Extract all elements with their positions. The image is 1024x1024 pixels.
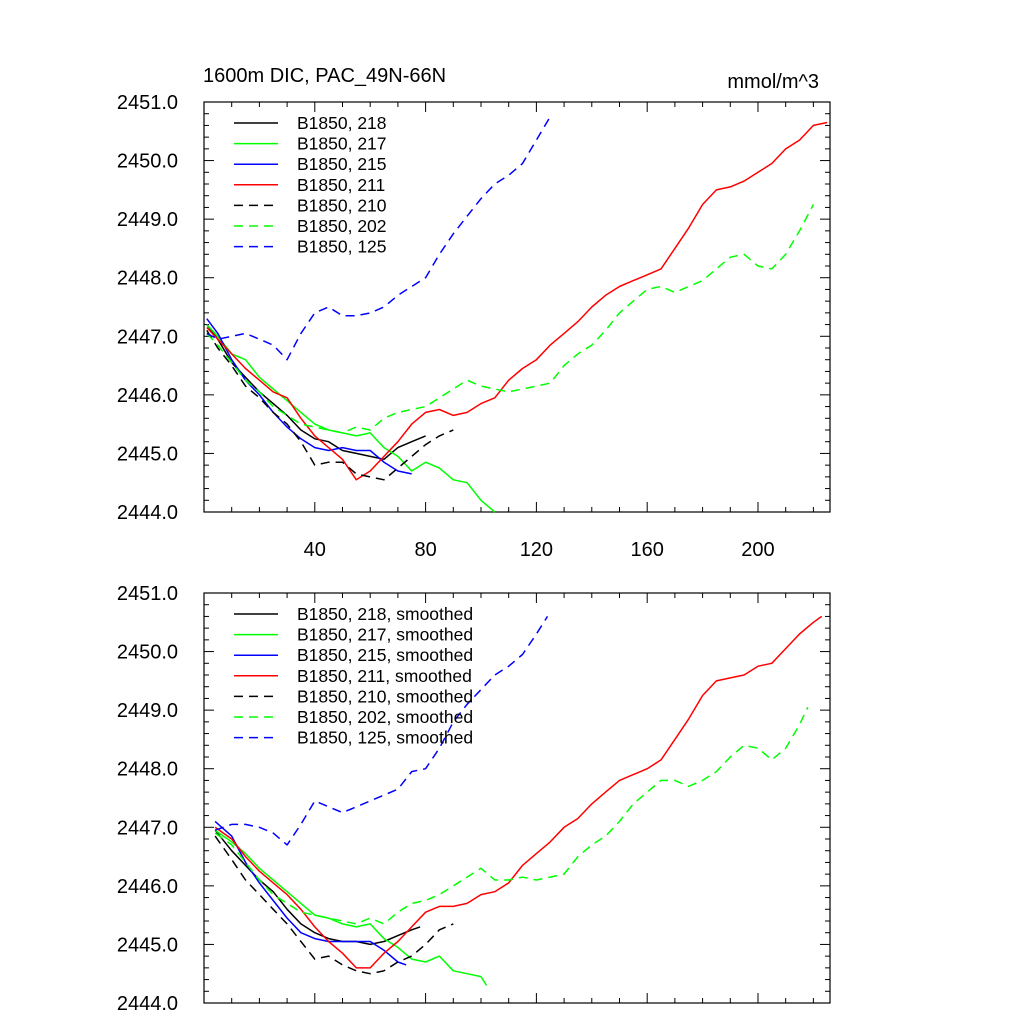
plot-frame [203, 101, 831, 513]
y-tick-label: 2445.0 [117, 934, 178, 956]
y-tick-label: 2446.0 [117, 876, 178, 898]
y-tick-label: 2448.0 [117, 268, 178, 290]
series-line [206, 324, 496, 513]
series-line [214, 829, 488, 986]
x-tick-label: 200 [741, 539, 774, 561]
legend-entry: B1850, 217, smoothed [297, 625, 473, 645]
legend-entry: B1850, 210, smoothed [297, 686, 473, 706]
x-tick-label: 40 [304, 539, 326, 561]
y-tick-label: 2450.0 [117, 642, 178, 664]
y-tick-label: 2444.0 [117, 502, 178, 524]
legend-entry: B1850, 211 [297, 175, 385, 195]
y-tick-label: 2447.0 [117, 817, 178, 839]
legend-entry: B1850, 125, smoothed [297, 728, 473, 748]
y-tick-label: 2449.0 [117, 209, 178, 231]
series-line [206, 121, 828, 481]
y-tick-label: 2446.0 [117, 385, 178, 407]
x-tick-label: 120 [520, 539, 553, 561]
y-tick-label: 2449.0 [117, 700, 178, 722]
bottom-panel: 2444.0 2445.0 2446.0 2447.0 2448.0 2449.0 2450… [117, 583, 831, 1015]
legend-entry: B1850, 218 [297, 113, 387, 133]
series-line [214, 615, 823, 969]
x-tick-label: 80 [414, 539, 436, 561]
legend-entry: B1850, 210 [297, 195, 387, 215]
top-panel: 2444.0 2445.0 2446.0 2447.0 2448.0 2449.0 2450… [117, 92, 831, 561]
legend-entry: B1850, 218, smoothed [297, 604, 473, 624]
y-tick-label: 2451.0 [117, 583, 178, 605]
series-line [206, 330, 454, 481]
series-line [206, 116, 551, 361]
legend-entry: B1850, 211, smoothed [297, 666, 472, 686]
legend-entry: B1850, 217 [297, 134, 387, 154]
units-label: mmol/m^3 [727, 71, 819, 93]
y-tick-label: 2451.0 [117, 92, 178, 114]
y-tick-label: 2447.0 [117, 326, 178, 348]
legend-entry: B1850, 202 [297, 216, 387, 236]
y-tick-label: 2448.0 [117, 759, 178, 781]
legend-entry: B1850, 215, smoothed [297, 645, 473, 665]
y-tick-label: 2444.0 [117, 993, 178, 1015]
y-tick-label: 2450.0 [117, 151, 178, 173]
legend-entry: B1850, 202, smoothed [297, 707, 473, 727]
y-tick-label: 2445.0 [117, 443, 178, 465]
series-line [206, 204, 815, 434]
series-line [214, 835, 454, 975]
series-line [206, 318, 412, 475]
legend-entry: B1850, 215 [297, 154, 387, 174]
series-line [214, 615, 549, 846]
plot-frame [203, 592, 831, 1004]
x-tick-label: 160 [630, 539, 663, 561]
chart-title: 1600m DIC, PAC_49N-66N [203, 65, 446, 87]
legend-entry: B1850, 125 [297, 237, 387, 257]
